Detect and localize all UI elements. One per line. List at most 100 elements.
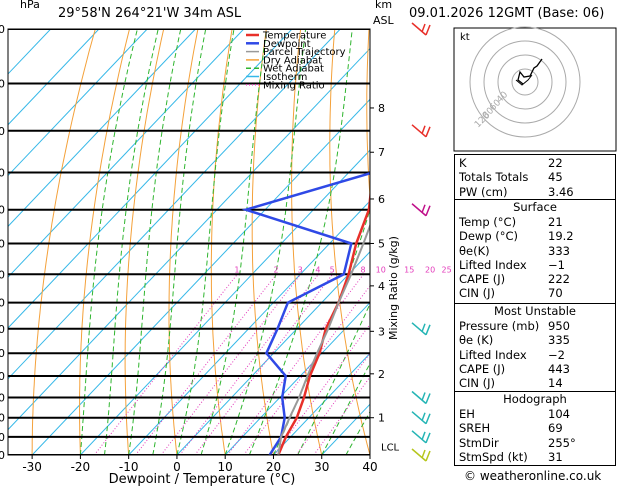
pressure-tick-label: 600 xyxy=(0,268,5,281)
legend-label: Mixing Ratio xyxy=(263,80,325,91)
mixing-ratio-line xyxy=(179,273,319,455)
wind-barb-feather xyxy=(421,431,426,441)
mixing-ratio-line xyxy=(160,273,301,455)
hodo-row: StmSpd (kt) 31 xyxy=(455,450,615,464)
pressure-tick-label: 800 xyxy=(0,370,5,383)
wind-barb-feather xyxy=(421,323,426,333)
hodo-value: 255° xyxy=(548,435,576,450)
mixing-ratio-line xyxy=(313,375,370,455)
hodo-row: EH 104 xyxy=(455,407,615,421)
isotherm-line xyxy=(8,47,370,431)
wind-barb-feather xyxy=(425,413,431,424)
pressure-tick-label: 350 xyxy=(0,78,5,91)
legend-label: Temperature xyxy=(262,31,326,42)
asl-label: ASL xyxy=(373,14,394,27)
legend-label: Wet Adiabat xyxy=(263,64,324,75)
isotherm-line xyxy=(224,301,370,455)
surface-row: Lifted Index −1 xyxy=(455,258,615,272)
pressure-tick-label: 900 xyxy=(0,412,5,425)
hodograph-trace xyxy=(517,58,543,85)
date-title: 09.01.2026 12GMT (Base: 06) xyxy=(409,6,605,21)
pressure-tick-label: 750 xyxy=(0,347,5,360)
mixing-ratio-line xyxy=(273,323,370,455)
pressure-tick-label: 950 xyxy=(0,431,5,444)
hodograph-kt-label: kt xyxy=(460,32,470,43)
km-label: km xyxy=(375,0,393,11)
x-tick-label: -20 xyxy=(71,460,91,474)
index-row-k: K 22 xyxy=(459,156,563,170)
hodo-row: SREH 69 xyxy=(455,421,615,435)
mixing-ratio-label: 8 xyxy=(360,265,365,274)
surface-label: CIN (J) xyxy=(459,286,496,301)
wet-adiabat-line xyxy=(128,29,182,455)
mu-value: 443 xyxy=(548,361,570,376)
wind-barb-feather xyxy=(421,392,426,401)
index-row-pw: PW (cm) 3.46 xyxy=(459,184,574,199)
isotherm-line xyxy=(128,200,370,455)
wind-barb-feather xyxy=(421,23,426,33)
wind-barb-feather xyxy=(421,204,426,214)
hodo-value: 31 xyxy=(548,449,563,464)
pressure-tick-label: 300 xyxy=(0,23,5,36)
surface-value: 333 xyxy=(548,243,570,258)
mu-row: Pressure (mb) 950 xyxy=(455,319,615,333)
lcl-label: LCL xyxy=(381,443,400,454)
isotherm-line xyxy=(8,29,100,126)
km-tick-label: 4 xyxy=(378,280,385,293)
legend-label: Dewpoint xyxy=(263,39,311,50)
series-parcel-trajectory xyxy=(277,223,370,455)
legend-label: Isotherm xyxy=(263,72,307,83)
wind-barb-feather xyxy=(425,205,431,217)
index-row-tt: Totals Totals 45 xyxy=(459,170,563,185)
mixing-ratio-label: 20 xyxy=(425,265,435,274)
most-unstable-panel: Most Unstable Pressure (mb) 950 θe (K) 335 L… xyxy=(454,304,616,392)
wind-barb xyxy=(411,322,427,336)
surface-label: Dewp (°C) xyxy=(459,229,519,244)
hodo-value: 104 xyxy=(548,407,570,421)
x-tick-label: 30 xyxy=(314,460,329,474)
pressure-tick-label: 700 xyxy=(0,323,5,336)
hodograph-title: Hodograph xyxy=(503,392,567,406)
mu-value: 335 xyxy=(548,333,570,348)
surface-label: Temp (°C) xyxy=(459,215,517,229)
surface-row: CAPE (J) 222 xyxy=(455,272,615,286)
mu-row: θe (K) 335 xyxy=(455,333,615,347)
wet-adiabat-line xyxy=(104,29,159,455)
hodograph-panel: Hodograph EH 104 SREH 69 StmDir 255° StmSpd (k… xyxy=(454,392,616,466)
km-tick-label: 3 xyxy=(378,325,385,338)
isotherm-line xyxy=(31,98,370,455)
mu-label: CIN (J) xyxy=(459,376,496,391)
hodograph-storm-motion xyxy=(515,74,533,86)
surface-label: Lifted Index xyxy=(459,257,527,272)
station-title: 29°58'N 264°21'W 34m ASL xyxy=(58,6,242,21)
mu-label: CAPE (J) xyxy=(459,361,506,376)
mu-row: Lifted Index −2 xyxy=(455,348,615,362)
pressure-tick-label: 1000 xyxy=(0,449,5,462)
legend-label: Dry Adiabat xyxy=(263,55,322,66)
surface-label: CAPE (J) xyxy=(459,272,506,287)
mu-row: CAPE (J) 443 xyxy=(455,362,615,376)
plot-frame xyxy=(7,28,371,456)
hpa-label: hPa xyxy=(20,0,40,11)
mixing-ratio-line xyxy=(295,352,370,455)
most-unstable-title: Most Unstable xyxy=(494,304,576,318)
wind-barb-feather xyxy=(425,126,431,138)
wind-barb-feather xyxy=(421,412,426,421)
dry-adiabat-line xyxy=(251,29,274,455)
x-tick-label: 0 xyxy=(173,460,181,474)
surface-value: 19.2 xyxy=(548,229,574,244)
wind-barb-feather xyxy=(425,393,431,404)
wind-barb-feather xyxy=(425,324,431,336)
isotherm-line xyxy=(8,29,196,228)
dry-adiabat-line xyxy=(366,29,370,203)
pressure-tick-label: 450 xyxy=(0,166,5,179)
wind-barb xyxy=(411,411,427,425)
wind-barb xyxy=(411,124,427,138)
pressure-tick-label: 500 xyxy=(0,204,5,217)
surface-value: 70 xyxy=(548,286,563,301)
mixing-ratio-label: 3 xyxy=(298,265,303,274)
wet-adiabat-line xyxy=(79,29,138,455)
mu-value: −2 xyxy=(548,347,565,362)
surface-row: θe(K) 333 xyxy=(455,244,615,258)
